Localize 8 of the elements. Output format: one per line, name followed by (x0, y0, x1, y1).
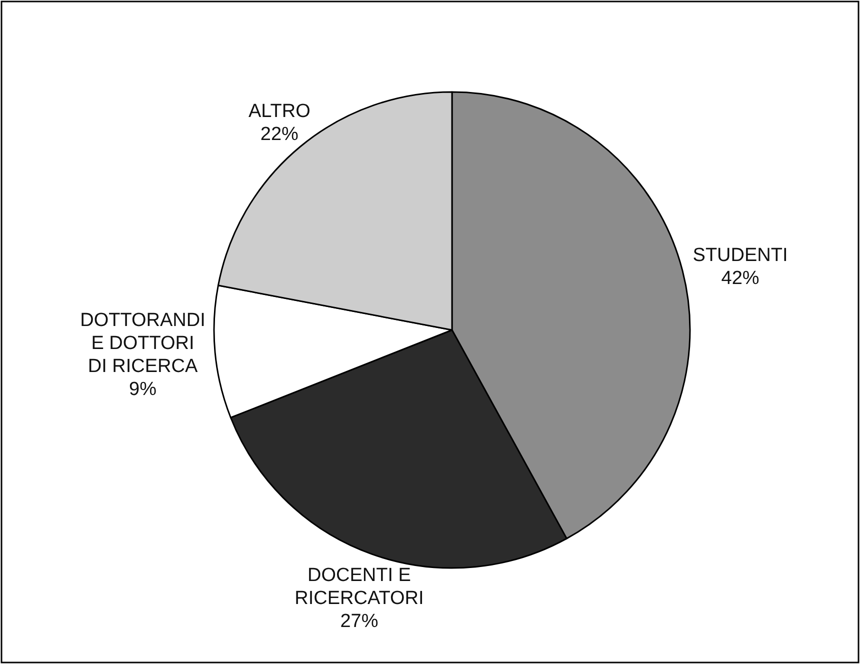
data-label: 22% (260, 124, 299, 146)
slice-label: STUDENTI (692, 244, 788, 266)
data-label: 9% (129, 379, 157, 400)
data-label: 27% (340, 611, 378, 632)
slice-label: ALTRO (248, 101, 310, 122)
data-label: 42% (721, 268, 760, 289)
slice-label: DOTTORANDI E DOTTORI DI RICERCA (80, 310, 206, 378)
slice-label: DOCENTI E RICERCATORI (294, 565, 424, 610)
